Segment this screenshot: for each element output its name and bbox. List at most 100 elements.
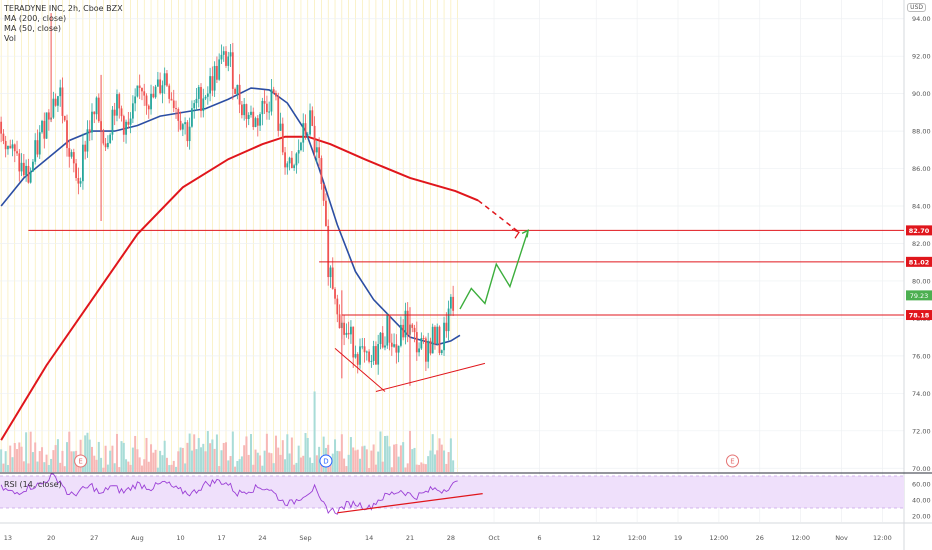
candle-body: [427, 340, 430, 362]
candle-body: [418, 348, 420, 353]
volume-bar: [52, 450, 55, 472]
candle-body: [186, 122, 189, 142]
volume-bar: [161, 455, 164, 472]
candle-body: [0, 121, 3, 134]
volume-bar: [302, 455, 305, 472]
candle-body: [286, 163, 289, 168]
volume-bar: [347, 454, 350, 472]
volume-bar: [281, 440, 284, 472]
volume-bar: [284, 459, 287, 472]
rsi-tick-label: 20.00: [912, 513, 931, 521]
volume-bar: [86, 432, 89, 472]
volume-bar: [115, 433, 118, 472]
candle-body: [72, 152, 75, 164]
volume-bar: [311, 462, 314, 472]
volume-bar: [168, 465, 171, 472]
event-marker[interactable]: [726, 454, 740, 468]
volume-bar: [413, 447, 416, 472]
rsi-trendline[interactable]: [337, 493, 483, 514]
legend-volume: Vol: [4, 34, 16, 43]
event-marker[interactable]: [74, 454, 88, 468]
candle-body: [191, 108, 193, 127]
candle-body: [84, 144, 87, 152]
candle-body: [177, 109, 180, 121]
candle-body: [309, 110, 311, 135]
volume-bar: [354, 450, 357, 472]
volume-bar: [433, 454, 436, 472]
event-marker-label: E: [78, 458, 82, 466]
candle-body: [240, 104, 243, 116]
volume-bar: [66, 442, 69, 472]
candle-body: [397, 345, 400, 353]
volume-bar: [38, 451, 41, 472]
candle-body: [227, 56, 230, 66]
volume-bar: [111, 445, 114, 472]
trendline[interactable]: [334, 348, 386, 392]
trendline[interactable]: [375, 362, 486, 392]
volume-bar: [340, 434, 343, 472]
candle-body: [370, 360, 373, 362]
candle-body: [54, 98, 57, 106]
candle-body: [9, 145, 12, 149]
candle-body: [393, 344, 395, 347]
volume-bar: [134, 435, 137, 472]
candle-body: [338, 314, 341, 329]
time-tick-label: 13: [4, 534, 12, 542]
candle-body: [279, 123, 282, 131]
volume-bar: [265, 433, 268, 472]
volume-bar: [268, 452, 271, 472]
candle-body: [38, 132, 41, 155]
candle-body: [390, 342, 393, 347]
volume-bar: [438, 438, 441, 472]
price-level-badge-label: 82.70: [909, 227, 930, 235]
time-tick-label: 20: [47, 534, 55, 542]
candle-body: [361, 346, 364, 348]
volume-bar: [193, 434, 196, 472]
currency-badge[interactable]: USD: [907, 3, 926, 12]
volume-bar: [359, 458, 362, 472]
chart-legend: TERADYNE INC, 2h, Cboe BZX MA (200, clos…: [4, 4, 123, 44]
candle-body: [122, 116, 125, 135]
volume-bar: [429, 450, 432, 472]
rsi-line: [0, 473, 458, 515]
volume-bar: [100, 457, 103, 472]
candle-body: [111, 109, 114, 135]
candle-body: [386, 314, 389, 346]
volume-bar: [231, 431, 234, 472]
candle-body: [415, 332, 418, 353]
candle-body: [106, 142, 109, 148]
volume-bar: [229, 456, 232, 472]
candle-body: [315, 147, 318, 153]
volume-bar: [320, 463, 323, 472]
event-marker[interactable]: [319, 454, 333, 468]
price-tick-label: 70.00: [912, 465, 931, 473]
volume-bar: [154, 449, 157, 472]
event-marker-label: E: [730, 458, 734, 466]
volume-bar: [318, 446, 321, 472]
volume-bar: [377, 451, 380, 472]
candle-body: [125, 121, 127, 135]
candle-body: [345, 332, 348, 335]
candle-body: [163, 73, 166, 86]
volume-bar: [331, 453, 334, 472]
candle-body: [234, 88, 236, 94]
price-level-badge: [906, 310, 932, 321]
volume-bar: [315, 455, 318, 472]
time-tick-label: 21: [406, 534, 414, 542]
projection-path[interactable]: [459, 230, 529, 310]
candle-body: [41, 120, 43, 133]
candle-body: [436, 326, 439, 344]
candle-body: [290, 157, 293, 169]
candle-body: [172, 100, 175, 109]
volume-bar: [118, 467, 121, 472]
candle-body: [229, 52, 232, 57]
volume-bar: [47, 464, 50, 472]
volume-bar: [299, 457, 302, 472]
price-tick-label: 88.00: [912, 128, 931, 136]
volume-bar: [59, 462, 62, 472]
volume-bar: [106, 464, 109, 472]
time-tick-label: 12:00: [710, 534, 729, 542]
volume-bar: [181, 447, 184, 472]
